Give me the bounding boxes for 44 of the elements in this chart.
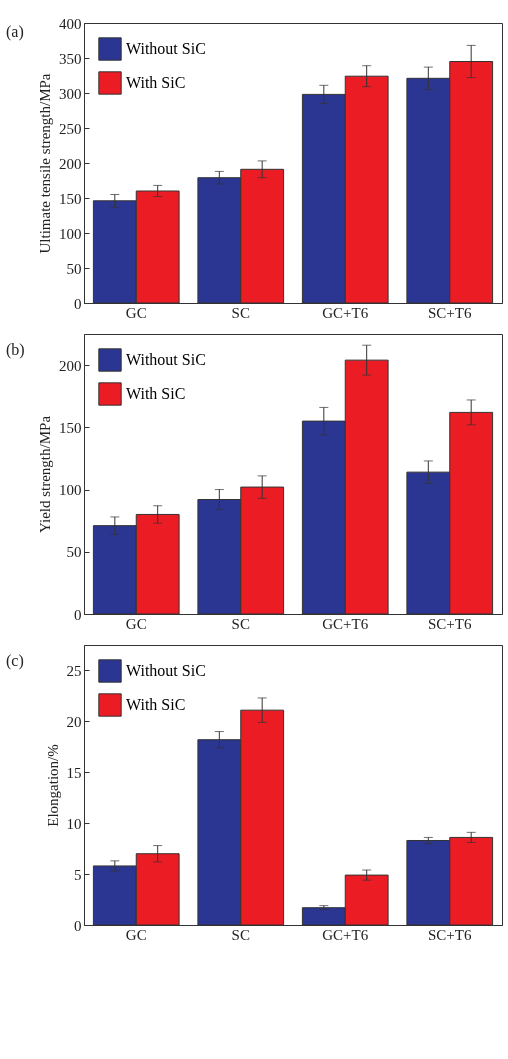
x-tick-label: GC+T6 <box>322 926 369 943</box>
y-tick-label: 50 <box>66 260 82 277</box>
legend-label: With SiC <box>126 385 186 402</box>
y-tick-label: 5 <box>74 866 82 883</box>
y-tick-label: 150 <box>59 190 82 207</box>
y-tick-label: 0 <box>74 606 82 623</box>
legend-label: With SiC <box>126 74 186 91</box>
chart-title: (b) <box>6 341 25 359</box>
y-tick-label: 400 <box>59 15 82 32</box>
y-tick-label: 0 <box>74 295 82 312</box>
y-tick-label: 100 <box>59 225 82 242</box>
y-tick-label: 250 <box>59 120 82 137</box>
y-tick-label: 15 <box>66 764 82 781</box>
y-tick-label: 200 <box>59 155 82 172</box>
x-tick-label: SC <box>231 615 250 632</box>
y-tick-label: 100 <box>59 482 82 499</box>
chart-title: (c) <box>6 652 24 670</box>
y-tick-label: 300 <box>59 85 82 102</box>
x-tick-label: SC <box>231 926 250 943</box>
x-tick-label: GC+T6 <box>322 304 369 321</box>
x-tick-label: SC+T6 <box>428 926 472 943</box>
x-tick-label: GC+T6 <box>322 615 369 632</box>
x-tick-label: SC <box>231 304 250 321</box>
y-tick-label: 50 <box>66 544 82 561</box>
y-tick-label: 150 <box>59 419 82 436</box>
y-axis-title: Ultimate tensile strength/MPa <box>37 73 53 254</box>
y-tick-label: 0 <box>74 917 82 934</box>
y-tick-label: 350 <box>59 50 82 67</box>
y-tick-label: 200 <box>59 357 82 374</box>
legend-label: Without SiC <box>126 40 206 57</box>
legend-label: With SiC <box>126 696 186 713</box>
legend-label: Without SiC <box>126 351 206 368</box>
y-tick-label: 10 <box>66 815 82 832</box>
x-tick-label: SC+T6 <box>428 615 472 632</box>
x-tick-label: SC+T6 <box>428 304 472 321</box>
chart-title: (a) <box>6 23 24 41</box>
y-tick-label: 20 <box>66 713 82 730</box>
y-tick-label: 25 <box>66 662 82 679</box>
x-tick-label: GC <box>125 615 147 632</box>
x-tick-label: GC <box>125 304 147 321</box>
legend-label: Without SiC <box>126 662 206 679</box>
y-axis-title: Elongation/% <box>44 744 61 827</box>
y-axis-title: Yield strength/MPa <box>37 415 53 534</box>
x-tick-label: GC <box>125 926 147 943</box>
